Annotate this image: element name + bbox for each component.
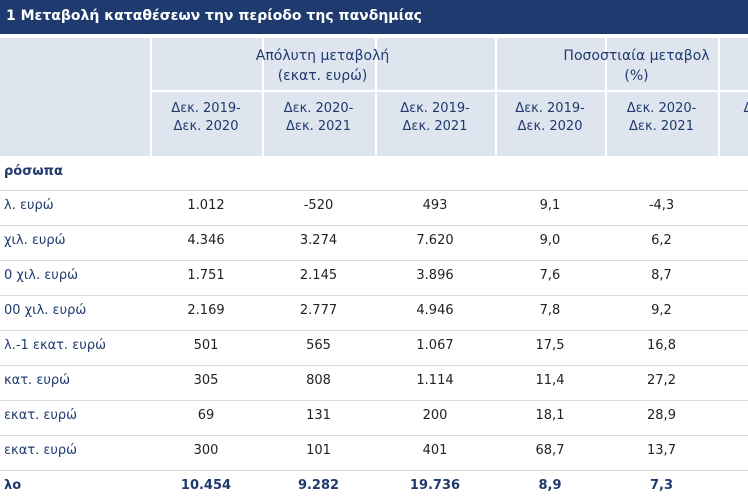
group-header: (εκατ. ευρώ) [277,68,368,84]
cell-value: 11,4 [535,373,565,388]
column-header: Δεκ. 2020-Δεκ. 2021 [626,101,697,134]
column-separator [262,38,264,156]
cell-value: 8,7 [651,268,672,283]
column-separator [718,38,720,156]
cell-value: 9,1 [539,198,561,213]
cell-value: 305 [193,373,219,388]
cell-value: 9,0 [539,233,561,248]
cell-value: 28,9 [647,408,676,423]
cell-value: -520 [303,198,334,213]
cell-value: 9,2 [651,303,672,318]
group-header: (%) [624,68,649,84]
cell-value: 1.067 [416,338,454,353]
cell-value: 200 [422,408,448,423]
cell-value: 2.777 [299,303,338,318]
column-header: Δ [730,100,748,118]
cell-value: 300 [193,443,219,458]
cell-value: 8,9 [538,478,562,493]
group-header: Απόλυτη μεταβολή [255,48,390,64]
group-separator [150,90,748,92]
row-border [0,190,748,191]
row-label: κατ. ευρώ [4,373,71,388]
column-header: Δεκ. 2020-Δεκ. 2021 [283,101,354,134]
cell-value: 7,3 [649,478,674,493]
row-label: λο [4,478,22,493]
cell-value: 1.751 [187,268,225,283]
cell-value: 6,2 [651,233,672,248]
cell-value: 27,2 [647,373,676,388]
cell-value: 16,8 [647,338,676,353]
cell-value: 493 [422,198,448,213]
row-label: 0 χιλ. ευρώ [4,268,78,283]
cell-value: 4.946 [416,303,454,318]
row-label: εκατ. ευρώ [4,443,78,458]
cell-value: 808 [306,373,331,388]
cell-value: 7.620 [416,233,454,248]
cell-value: 17,5 [535,338,565,353]
row-label: λ.-1 εκατ. ευρώ [4,338,106,353]
row-border [0,400,748,401]
column-separator [495,38,497,156]
cell-value: 1.012 [187,198,225,213]
column-separator [150,38,152,156]
cell-value: 101 [306,443,331,458]
column-header: Δεκ. 2019-Δεκ. 2020 [171,101,241,134]
row-label: χιλ. ευρώ [4,233,66,248]
cell-value: 3.274 [299,233,338,248]
row-border [0,330,748,331]
cell-value: 4.346 [187,233,225,248]
cell-value: 131 [306,408,331,423]
row-border [0,365,748,366]
cell-value: 19.736 [409,478,461,493]
cell-value: 3.896 [416,268,454,283]
section-label: ρόσωπα [4,164,63,179]
cell-value: 565 [306,338,331,353]
cell-value: 10.454 [180,478,232,493]
cell-value: 9.282 [297,478,340,493]
row-label: λ. ευρώ [4,198,54,213]
cell-value: -4,3 [648,198,675,213]
cell-value: 18,1 [535,408,565,423]
cell-value: 401 [422,443,448,458]
title-bar: 1 Μεταβολή καταθέσεων την περίοδο της πα… [0,0,748,34]
group-header: Ποσοστιαία μεταβολ [563,48,710,64]
column-separator [375,38,377,156]
column-separator [605,38,607,156]
cell-value: 2.145 [299,268,338,283]
column-header: Δεκ. 2019-Δεκ. 2021 [400,101,470,134]
cell-value: 13,7 [647,443,676,458]
cell-value: 501 [193,338,219,353]
row-border [0,470,748,471]
cell-value: 7,8 [539,303,561,318]
cell-value: 1.114 [416,373,454,388]
row-border [0,295,748,296]
row-label: 00 χιλ. ευρώ [4,303,87,318]
row-border [0,435,748,436]
column-header: Δεκ. 2019-Δεκ. 2020 [515,101,585,134]
header-background [0,38,748,156]
row-border [0,225,748,226]
cell-value: 7,6 [539,268,561,283]
cell-value: 69 [197,408,215,423]
cell-value: 2.169 [187,303,225,318]
row-border [0,260,748,261]
cell-value: 68,7 [535,443,565,458]
row-label: εκατ. ευρώ [4,408,78,423]
